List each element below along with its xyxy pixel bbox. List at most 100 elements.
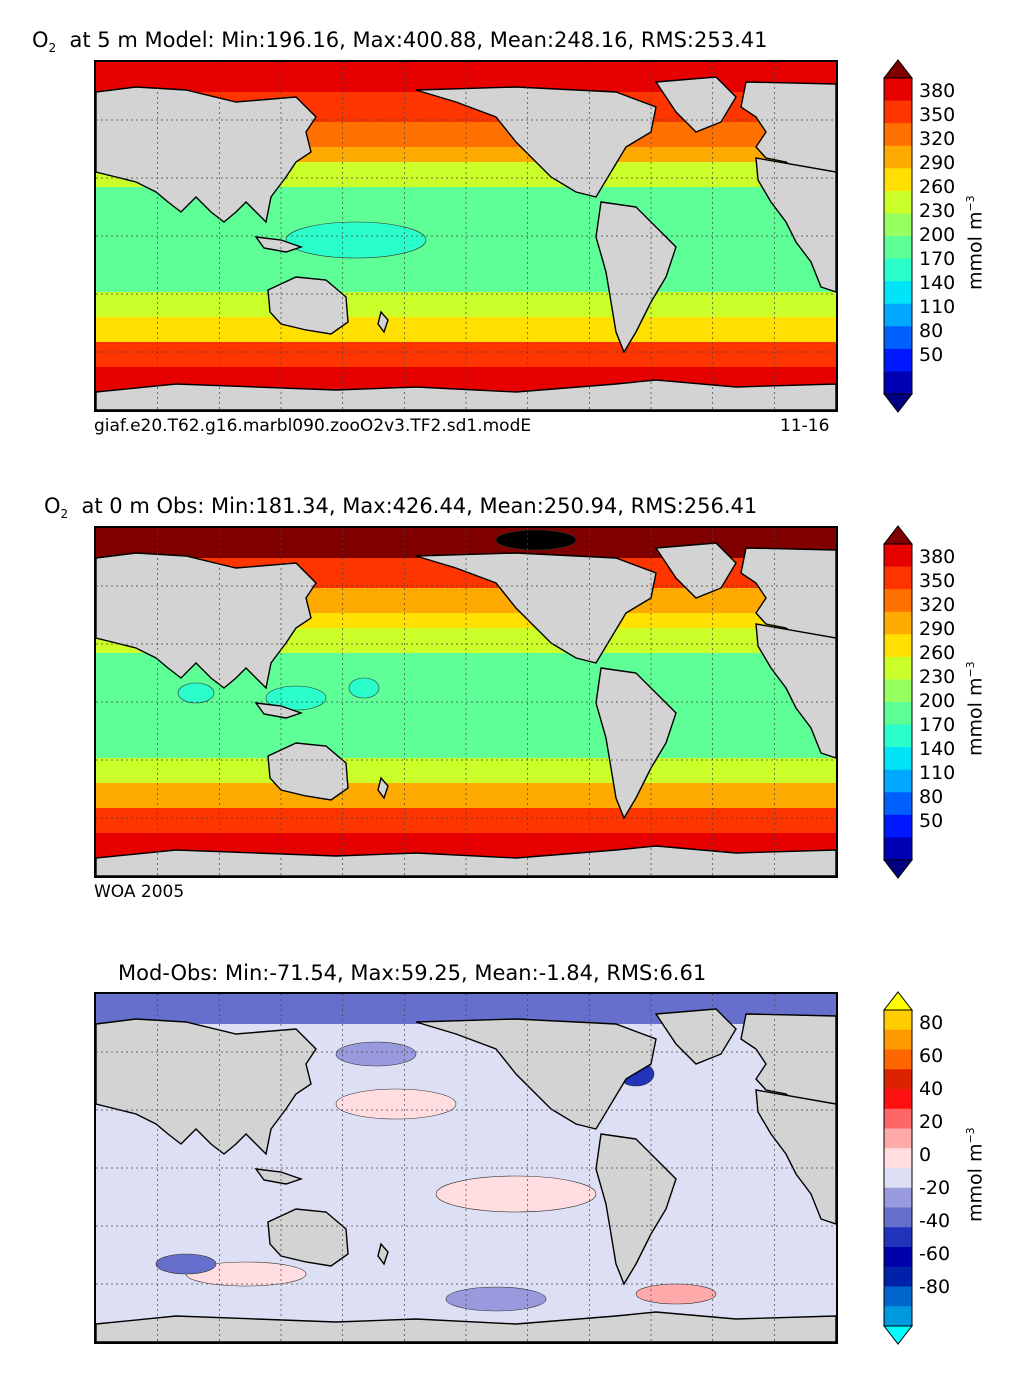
colorbar-segment bbox=[884, 611, 912, 635]
land-new-zealand bbox=[377, 776, 389, 800]
panel-1-year-range: 11-16 bbox=[780, 416, 830, 436]
colorbar-tick-label: 60 bbox=[919, 1045, 944, 1067]
colorbar-tick-label: 170 bbox=[919, 248, 956, 270]
land-new-zealand bbox=[377, 310, 389, 334]
land-australia bbox=[267, 276, 349, 335]
land-greenland bbox=[654, 1008, 737, 1065]
colorbar-segment bbox=[884, 1286, 912, 1307]
colorbar-segment bbox=[884, 1010, 912, 1031]
colorbar-segment bbox=[884, 236, 912, 260]
colorbar-tick-label: 80 bbox=[919, 786, 944, 808]
negative-anomaly bbox=[155, 1253, 217, 1275]
colorbar-tick-label: -60 bbox=[919, 1243, 951, 1265]
land-south-america bbox=[595, 201, 677, 354]
colorbar-tick-label: -20 bbox=[919, 1177, 951, 1199]
arctic-max-patch bbox=[495, 529, 577, 551]
warm-pool-patch bbox=[348, 677, 380, 699]
colorbar-segment bbox=[884, 656, 912, 680]
difference-map bbox=[94, 992, 838, 1344]
panel-1-run-name: giaf.e20.T62.g16.marbl090.zooO2v3.TF2.sd… bbox=[94, 416, 532, 436]
colorbar-tick-label: 200 bbox=[919, 690, 956, 712]
obs-o2-map bbox=[94, 526, 838, 878]
panel-3-colorbar-unit: mmol m−3 bbox=[964, 1127, 987, 1222]
land-africa bbox=[755, 623, 836, 759]
colorbar-segment bbox=[884, 1168, 912, 1189]
colorbar-tick-label: 320 bbox=[919, 128, 956, 150]
colorbar-segment bbox=[884, 1247, 912, 1268]
colorbar-segment bbox=[884, 1069, 912, 1090]
colorbar-tick-label: 350 bbox=[919, 570, 956, 592]
land-eurasia bbox=[96, 86, 317, 224]
colorbar-segment bbox=[884, 837, 912, 861]
colorbar-segment bbox=[884, 1089, 912, 1110]
colorbar-segment bbox=[884, 566, 912, 590]
colorbar-segment bbox=[884, 348, 912, 372]
colorbar-segment bbox=[884, 326, 912, 350]
colorbar-tick-label: 80 bbox=[919, 1012, 944, 1034]
land-greenland bbox=[654, 542, 737, 599]
panel-1-colorbar bbox=[882, 59, 914, 413]
colorbar-tick-label: 0 bbox=[919, 1144, 932, 1166]
colorbar-segment bbox=[884, 1227, 912, 1248]
colorbar-tick-label: 110 bbox=[919, 762, 956, 784]
colorbar-segment bbox=[884, 814, 912, 838]
colorbar-tick-label: 40 bbox=[919, 1078, 944, 1100]
colorbar-segment bbox=[884, 702, 912, 726]
colorbar-segment bbox=[884, 747, 912, 771]
colorbar-segment bbox=[884, 1266, 912, 1287]
colorbar-segment bbox=[884, 303, 912, 327]
colorbar-segment bbox=[884, 213, 912, 237]
colorbar-min-arrow bbox=[882, 859, 914, 879]
colorbar-tick-label: 230 bbox=[919, 666, 956, 688]
colorbar-segment bbox=[884, 792, 912, 816]
colorbar-segment bbox=[884, 145, 912, 169]
colorbar-segment bbox=[884, 123, 912, 147]
model-o2-map bbox=[94, 60, 838, 412]
colorbar-tick-label: 380 bbox=[919, 546, 956, 568]
colorbar-tick-label: 260 bbox=[919, 176, 956, 198]
negative-anomaly bbox=[445, 1286, 547, 1312]
panel-1-colorbar-unit: mmol m−3 bbox=[964, 195, 987, 290]
colorbar-max-arrow bbox=[882, 991, 914, 1011]
land-greenland bbox=[654, 76, 737, 133]
positive-anomaly bbox=[335, 1088, 457, 1120]
panel-1-title: O2 at 5 m Model: Min:196.16, Max:400.88,… bbox=[32, 28, 768, 56]
colorbar-tick-label: 260 bbox=[919, 642, 956, 664]
warm-pool-patch bbox=[177, 682, 215, 704]
land-indonesia bbox=[254, 702, 304, 719]
land-africa bbox=[755, 1089, 836, 1225]
land-indonesia bbox=[254, 236, 304, 253]
land-australia bbox=[267, 742, 349, 801]
colorbar-segment bbox=[884, 78, 912, 102]
panel-3-title: Mod-Obs: Min:-71.54, Max:59.25, Mean:-1.… bbox=[118, 961, 707, 985]
land-australia bbox=[267, 1208, 349, 1267]
colorbar-tick-label: 350 bbox=[919, 104, 956, 126]
colorbar-segment bbox=[884, 371, 912, 395]
colorbar-tick-label: 230 bbox=[919, 200, 956, 222]
colorbar-segment bbox=[884, 1049, 912, 1070]
positive-anomaly bbox=[435, 1175, 597, 1213]
colorbar-segment bbox=[884, 1029, 912, 1050]
land-north-america bbox=[415, 86, 657, 198]
land-africa bbox=[755, 157, 836, 293]
land-eurasia bbox=[96, 552, 317, 690]
colorbar-min-arrow bbox=[882, 393, 914, 413]
negative-anomaly bbox=[335, 1041, 417, 1067]
colorbar-max-arrow bbox=[882, 59, 914, 79]
colorbar-min-arrow bbox=[882, 1325, 914, 1345]
colorbar-segment bbox=[884, 589, 912, 613]
colorbar-segment bbox=[884, 724, 912, 748]
colorbar-tick-label: 80 bbox=[919, 320, 944, 342]
panel-2-colorbar bbox=[882, 525, 914, 879]
colorbar-tick-label: 140 bbox=[919, 738, 956, 760]
colorbar-segment bbox=[884, 1148, 912, 1169]
colorbar-segment bbox=[884, 281, 912, 305]
colorbar-segment bbox=[884, 168, 912, 192]
colorbar-segment bbox=[884, 1128, 912, 1149]
colorbar-tick-label: -80 bbox=[919, 1276, 951, 1298]
colorbar-tick-label: 320 bbox=[919, 594, 956, 616]
colorbar-tick-label: 20 bbox=[919, 1111, 944, 1133]
positive-anomaly bbox=[635, 1283, 717, 1305]
land-new-zealand bbox=[377, 1242, 389, 1266]
land-north-america bbox=[415, 552, 657, 664]
